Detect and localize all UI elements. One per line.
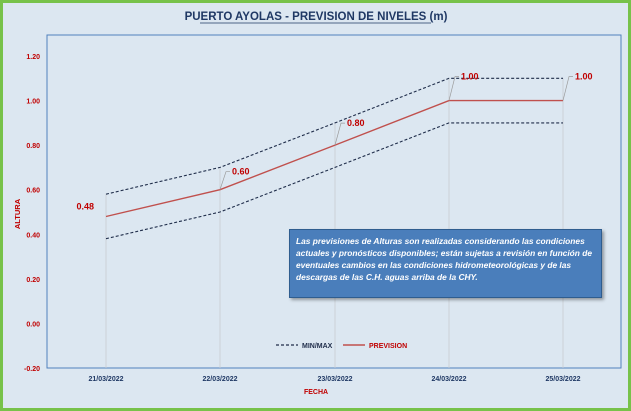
- y-axis-title: ALTURA: [13, 198, 22, 229]
- forecast-note-box: Las previsiones de Alturas son realizada…: [289, 229, 602, 298]
- legend-label-prevision: PREVISION: [369, 343, 407, 350]
- y-tick-label: 0.60: [26, 188, 40, 195]
- legend: MIN/MAX PREVISION: [276, 343, 407, 350]
- x-tick-label: 23/03/2022: [317, 376, 352, 383]
- x-axis-title: FECHA: [304, 389, 328, 396]
- data-label: 1.00: [575, 72, 593, 82]
- data-label: 0.60: [232, 167, 250, 177]
- data-label: 0.80: [347, 118, 365, 128]
- legend-label-minmax: MIN/MAX: [302, 343, 333, 350]
- plot-area: [46, 34, 622, 369]
- data-label: 0.48: [76, 201, 94, 211]
- label-leader-line: [334, 122, 345, 146]
- x-tick-label: 25/03/2022: [545, 376, 580, 383]
- y-tick-label: 0.00: [26, 321, 40, 328]
- series-line-min: [105, 122, 563, 240]
- x-tick-label: 24/03/2022: [431, 376, 466, 383]
- y-tick-label: 1.20: [26, 54, 40, 61]
- series-line-prevision: [105, 99, 563, 218]
- drop-lines: [105, 78, 564, 368]
- y-tick-label: 1.00: [26, 99, 40, 106]
- data-labels: 0.48 0.60 0.80 1.00 1.00: [76, 72, 592, 212]
- label-leader-line: [448, 76, 459, 101]
- forecast-note-text: Las previsiones de Alturas son realizada…: [296, 236, 592, 282]
- chart-title: PUERTO AYOLAS - PREVISION DE NIVELES (m): [185, 11, 448, 23]
- x-tick-label: 21/03/2022: [88, 376, 123, 383]
- x-tick-label: 22/03/2022: [202, 376, 237, 383]
- y-tick-label: 0.40: [26, 232, 40, 239]
- series-line-max: [105, 77, 563, 195]
- y-tick-label: 0.80: [26, 143, 40, 150]
- x-axis-ticks: 21/03/2022 22/03/2022 23/03/2022 24/03/2022…: [88, 376, 580, 383]
- data-label: 1.00: [461, 72, 479, 82]
- series-layer: [105, 77, 563, 240]
- label-leader-line: [562, 76, 573, 101]
- y-tick-label: -0.20: [24, 366, 40, 373]
- y-tick-label: 0.20: [26, 277, 40, 284]
- y-axis-ticks: -0.20 0.00 0.20 0.40 0.60 0.80 1.00 1.20: [24, 54, 40, 373]
- label-leader-line: [219, 171, 230, 190]
